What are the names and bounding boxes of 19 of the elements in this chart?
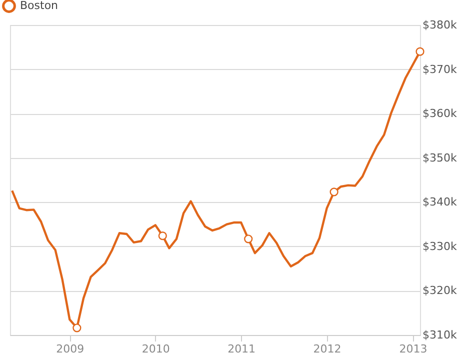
point bbox=[330, 188, 338, 196]
y-tick-label: $380k bbox=[422, 18, 458, 32]
x-tick-label: 2009 bbox=[56, 342, 84, 356]
y-tick-label: $360k bbox=[422, 107, 458, 120]
y-tick-label: $330k bbox=[422, 240, 458, 253]
y-tick-label: $370k bbox=[422, 62, 458, 76]
point bbox=[416, 47, 424, 56]
x-tick-label: 2012 bbox=[313, 342, 342, 356]
y-tick-label: $340k bbox=[422, 196, 458, 209]
y-tick-label: $310k bbox=[422, 328, 458, 342]
point bbox=[244, 234, 253, 244]
y-tick-label: $320k bbox=[422, 284, 458, 298]
y-tick-label: $350k bbox=[422, 151, 458, 164]
x-tick-label: 2013 bbox=[399, 342, 428, 356]
x-tick-label: 2010 bbox=[142, 342, 170, 356]
x-tick-label: 2011 bbox=[228, 342, 256, 356]
legend-label: Boston bbox=[20, 0, 58, 12]
point bbox=[158, 232, 167, 240]
point bbox=[72, 324, 82, 332]
